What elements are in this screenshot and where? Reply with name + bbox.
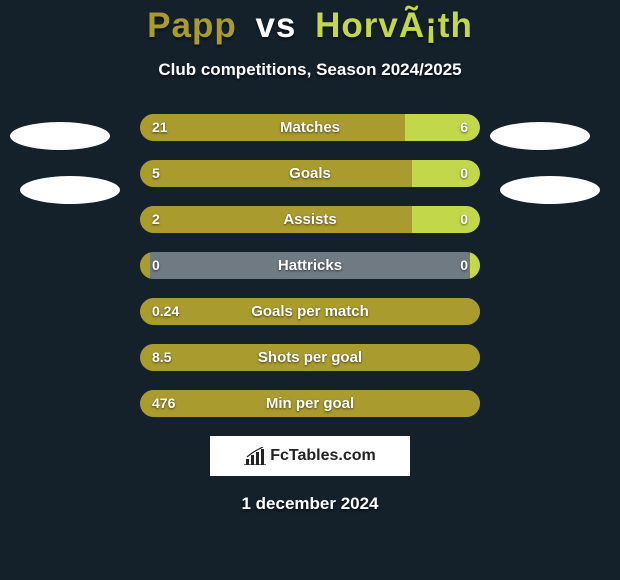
stat-row: 50Goals [140, 160, 480, 187]
player-badge-ellipse [490, 122, 590, 150]
right-value: 0 [460, 160, 468, 187]
right-value: 6 [460, 114, 468, 141]
left-value: 8.5 [152, 344, 171, 371]
watermark-text: FcTables.com [270, 447, 376, 465]
stat-row: 0 0Hattricks [140, 252, 480, 279]
player1-name: Papp [147, 6, 237, 45]
stat-row: 216Matches [140, 114, 480, 141]
left-bar-fill [140, 114, 405, 141]
stat-row: 8.5Shots per goal [140, 344, 480, 371]
watermark: FcTables.com [210, 436, 410, 476]
left-value: 5 [152, 160, 160, 187]
left-value: 0 [152, 252, 160, 279]
left-value: 21 [152, 114, 168, 141]
left-bar-fill [140, 160, 412, 187]
left-value: 2 [152, 206, 160, 233]
left-bar-fill [140, 206, 412, 233]
right-bar-fill [405, 114, 480, 141]
stat-bars: 216Matches50Goals20Assists00Hattricks0.2… [140, 114, 480, 417]
right-bar-fill [470, 252, 480, 279]
player-badge-ellipse [10, 122, 110, 150]
left-bar-fill [140, 390, 480, 417]
player-badge-ellipse [500, 176, 600, 204]
date-text: 1 december 2024 [0, 494, 620, 514]
left-value: 476 [152, 390, 175, 417]
comparison-title: Papp vs HorvÃ¡th [0, 0, 620, 46]
right-value: 0 [460, 252, 468, 279]
right-bar-fill [412, 206, 480, 233]
chart-icon [244, 447, 266, 465]
left-bar-fill [140, 298, 480, 325]
subtitle: Club competitions, Season 2024/2025 [0, 60, 620, 80]
right-bar-fill [412, 160, 480, 187]
stat-row: 0.24Goals per match [140, 298, 480, 325]
player-badge-ellipse [20, 176, 120, 204]
stat-row: 20Assists [140, 206, 480, 233]
chart-area: 216Matches50Goals20Assists00Hattricks0.2… [0, 114, 620, 417]
left-value: 0.24 [152, 298, 179, 325]
left-bar-fill [140, 344, 480, 371]
stat-label: Hattricks [140, 252, 480, 279]
player2-name: HorvÃ¡th [315, 6, 473, 45]
right-value: 0 [460, 206, 468, 233]
vs-text: vs [255, 6, 296, 45]
stat-row: 476Min per goal [140, 390, 480, 417]
left-bar-fill [140, 252, 150, 279]
